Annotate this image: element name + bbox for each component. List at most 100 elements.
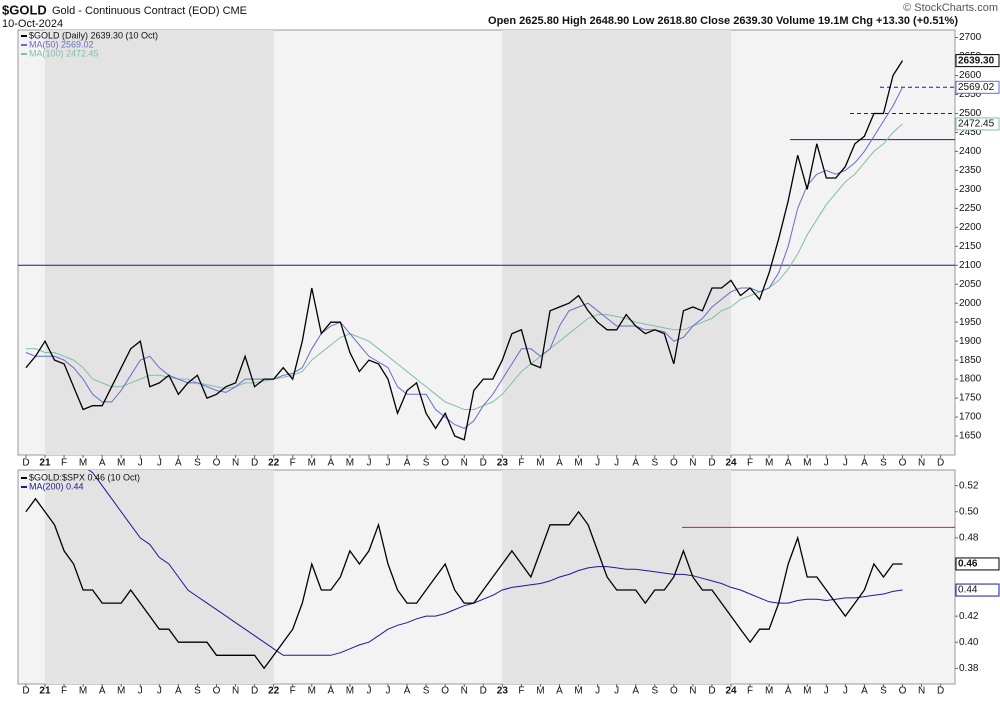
y-tick-label: 2550 — [959, 89, 982, 100]
x-tick-label: A — [632, 458, 639, 469]
legend-label: $GOLD:$SPX 0.46 (10 Oct) — [29, 472, 140, 482]
symbol: $GOLD — [2, 2, 47, 17]
x-tick-label: A — [632, 686, 639, 697]
x-tick-label: M — [803, 686, 811, 697]
x-tick-label: M — [117, 458, 125, 469]
x-tick-label: J — [614, 458, 619, 469]
series-line — [25, 60, 904, 441]
x-tick-label: 22 — [268, 458, 280, 469]
x-tick-label: J — [595, 686, 600, 697]
x-tick-label: S — [423, 686, 430, 697]
legend-label: MA(200) 0.44 — [29, 481, 84, 491]
x-tick-label: F — [290, 686, 296, 697]
series-line — [25, 497, 903, 670]
x-tick-label: F — [747, 458, 753, 469]
x-tick-label: S — [194, 686, 201, 697]
x-tick-label: M — [308, 458, 316, 469]
x-tick-label: D — [480, 458, 487, 469]
x-tick-label: O — [213, 686, 221, 697]
y-tick-label: 1750 — [959, 393, 982, 404]
value-tag — [955, 54, 1000, 68]
x-tick-label: M — [117, 686, 125, 697]
y-tick-label: 2500 — [959, 108, 982, 119]
x-tick-label: A — [404, 686, 411, 697]
x-tick-label: J — [843, 458, 848, 469]
y-tick-label: 2050 — [959, 279, 982, 290]
y-tick-label: 2150 — [959, 241, 982, 252]
x-tick-label: N — [232, 458, 239, 469]
x-tick-label: J — [595, 458, 600, 469]
y-tick-label: 2700 — [959, 32, 982, 43]
quote: Open 2625.80 High 2648.90 Low 2618.80 Cl… — [488, 15, 958, 27]
y-tick-label: 1900 — [959, 336, 982, 347]
x-tick-label: D — [708, 458, 715, 469]
x-tick-label: D — [937, 686, 944, 697]
y-tick-label: 0.52 — [959, 480, 979, 491]
x-tick-label: S — [194, 458, 201, 469]
credit: © StockCharts.com — [903, 2, 998, 14]
x-tick-label: J — [824, 686, 829, 697]
x-tick-label: F — [518, 458, 524, 469]
x-tick-label: 23 — [497, 458, 509, 469]
y-tick-label: 2100 — [959, 260, 982, 271]
x-tick-label: S — [651, 458, 658, 469]
date: 10-Oct-2024 — [2, 18, 63, 30]
x-tick-label: J — [386, 686, 391, 697]
x-tick-label: A — [861, 458, 868, 469]
x-tick-label: M — [79, 458, 87, 469]
year-band — [502, 30, 732, 455]
y-tick-label: 1800 — [959, 374, 982, 385]
value-tag — [955, 117, 1000, 131]
value-tag-label: 2472.45 — [958, 119, 995, 130]
x-tick-label: A — [328, 686, 335, 697]
x-tick-label: M — [536, 458, 544, 469]
y-tick-label: 2600 — [959, 70, 982, 81]
x-tick-label: A — [785, 458, 792, 469]
x-tick-label: D — [708, 686, 715, 697]
x-tick-label: 22 — [268, 686, 280, 697]
x-tick-label: D — [251, 458, 258, 469]
value-tag-label: 0.44 — [958, 585, 978, 596]
x-tick-label: 21 — [39, 686, 51, 697]
y-tick-label: 0.42 — [959, 611, 979, 622]
x-tick-label: A — [556, 458, 563, 469]
x-tick-label: A — [861, 686, 868, 697]
x-tick-label: A — [99, 686, 106, 697]
x-tick-label: F — [518, 686, 524, 697]
y-tick-label: 0.48 — [959, 532, 979, 543]
x-tick-label: S — [880, 686, 887, 697]
x-tick-label: M — [765, 686, 773, 697]
legend-label: $GOLD (Daily) 2639.30 (10 Oct) — [29, 30, 158, 40]
x-tick-label: 24 — [725, 686, 737, 697]
y-tick-label: 2250 — [959, 203, 982, 214]
x-tick-label: J — [614, 686, 619, 697]
x-tick-label: S — [423, 458, 430, 469]
x-tick-label: A — [404, 458, 411, 469]
description: Gold - Continuous Contract (EOD) CME — [52, 5, 247, 17]
y-tick-label: 2300 — [959, 184, 982, 195]
x-tick-label: O — [441, 458, 449, 469]
year-band — [44, 470, 274, 684]
x-tick-label: O — [213, 458, 221, 469]
x-tick-label: O — [441, 686, 449, 697]
y-tick-label: 2350 — [959, 165, 982, 176]
x-tick-label: M — [346, 686, 354, 697]
value-tag — [955, 80, 1000, 94]
x-tick-label: J — [386, 458, 391, 469]
x-tick-label: J — [138, 686, 143, 697]
x-tick-label: D — [251, 686, 258, 697]
x-tick-label: S — [651, 686, 658, 697]
value-tag — [955, 583, 1000, 597]
y-tick-label: 2200 — [959, 222, 982, 233]
x-tick-label: J — [366, 458, 371, 469]
x-tick-label: O — [899, 458, 907, 469]
y-tick-label: 1700 — [959, 412, 982, 423]
x-tick-label: O — [670, 686, 678, 697]
y-tick-label: 1850 — [959, 355, 982, 366]
x-tick-label: F — [61, 458, 67, 469]
x-tick-label: 21 — [39, 458, 51, 469]
x-tick-label: M — [803, 458, 811, 469]
x-tick-label: M — [79, 686, 87, 697]
x-tick-label: A — [556, 686, 563, 697]
